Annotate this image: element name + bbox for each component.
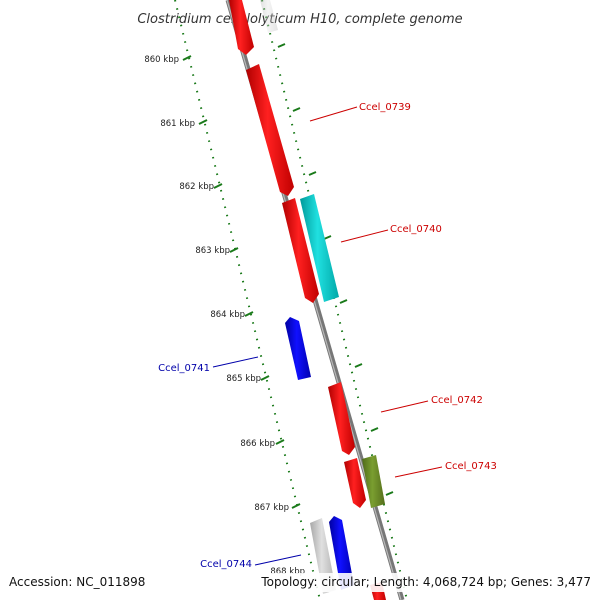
- tick-label-867: 867 kbp: [254, 503, 289, 513]
- gene-label-ccel-0744[interactable]: Ccel_0744: [200, 559, 252, 570]
- gene-label-ccel-0741[interactable]: Ccel_0741: [158, 363, 210, 374]
- right-tick-track: [261, 0, 408, 600]
- tick-label-863: 863 kbp: [195, 246, 230, 256]
- accession-text: Accession: NC_011898: [9, 575, 145, 589]
- gene-feature-ccel-0740[interactable]: [300, 194, 339, 302]
- gene-feature-ccel-0740-red[interactable]: [282, 198, 319, 303]
- tick-label-861: 861 kbp: [160, 119, 195, 129]
- gene-feature-ccel-0744[interactable]: [329, 516, 354, 590]
- gene-feature-ccel-0742[interactable]: [328, 382, 355, 455]
- leader-line-ccel-0742: [380, 400, 429, 413]
- leader-line-ccel-0744: [254, 554, 302, 566]
- gene-label-ccel-0739[interactable]: Ccel_0739: [359, 102, 411, 113]
- gene-label-ccel-0742[interactable]: Ccel_0742: [431, 395, 483, 406]
- tick-label-860: 860 kbp: [144, 55, 179, 65]
- leader-line-ccel-0739: [309, 106, 358, 122]
- gene-label-ccel-0740[interactable]: Ccel_0740: [390, 224, 442, 235]
- gene-feature-ccel-0739[interactable]: [246, 64, 294, 196]
- leader-line-ccel-0743: [394, 466, 443, 478]
- tick-label-865: 865 kbp: [226, 374, 261, 384]
- leader-line-ccel-0741: [212, 356, 259, 368]
- footer-background: [0, 573, 600, 592]
- topology-text: Topology: circular; Length: 4,068,724 bp…: [260, 575, 591, 589]
- gene-feature-upstream-red[interactable]: [229, 0, 254, 55]
- genome-title: Clostridium cellulolyticum H10, complete…: [137, 12, 462, 27]
- left-tick-track: [174, 0, 321, 600]
- gene-feature-ccel-0741[interactable]: [285, 317, 311, 380]
- tick-label-862: 862 kbp: [179, 182, 214, 192]
- gene-feature-upstream-grey[interactable]: [260, 0, 278, 33]
- gene-label-ccel-0743[interactable]: Ccel_0743: [445, 461, 497, 472]
- leader-line-ccel-0740: [340, 229, 389, 243]
- gene-feature-ccel-0743[interactable]: [362, 455, 385, 508]
- gene-feature-ccel-0743-red[interactable]: [344, 458, 366, 508]
- tick-label-866: 866 kbp: [240, 439, 275, 449]
- major-ticks-left: [182, 55, 301, 509]
- tick-label-864: 864 kbp: [210, 310, 245, 320]
- tick-label-868: 868 kbp: [270, 567, 305, 577]
- major-ticks-right: [277, 43, 394, 496]
